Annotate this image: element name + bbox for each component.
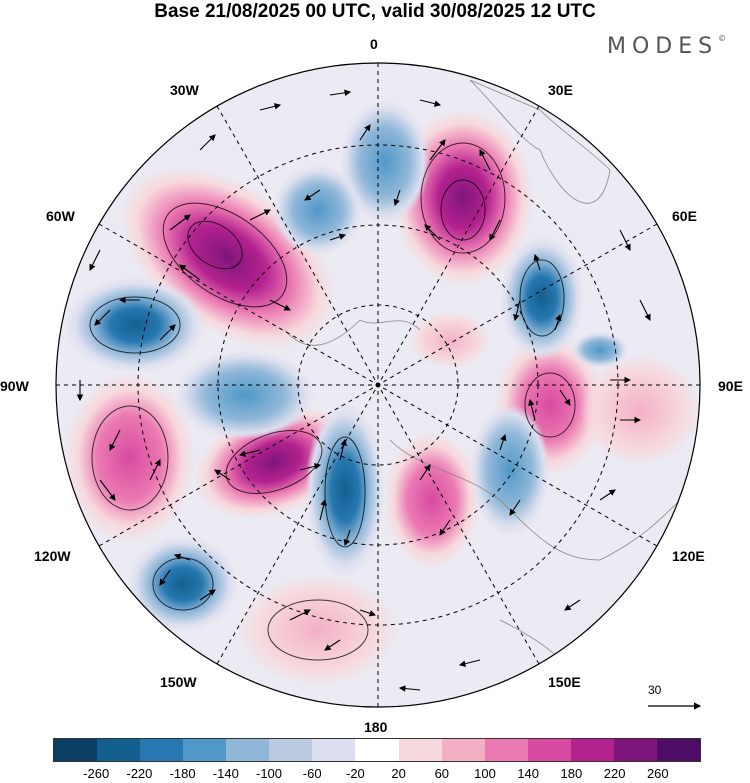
- map-title: Base 21/08/2025 00 UTC, valid 30/08/2025…: [154, 1, 596, 22]
- colorbar-tick-label: -220: [126, 766, 153, 781]
- lon-label-120e: 120E: [672, 548, 705, 564]
- colorbar-tick-label: 260: [646, 766, 669, 781]
- colorbar-swatch: [570, 739, 614, 761]
- colorbar-swatch: [269, 739, 313, 761]
- colorbar-tick-label: -260: [83, 766, 110, 781]
- lon-label-60w: 60W: [46, 208, 75, 224]
- colorbar-tick-label: 20: [391, 766, 406, 781]
- colorbar-tick-label: 220: [603, 766, 626, 781]
- colorbar-swatch: [441, 739, 485, 761]
- lon-label-30e: 30E: [548, 82, 573, 98]
- colorbar-tick-label: -60: [302, 766, 322, 781]
- pole-marker: [375, 382, 381, 388]
- lon-label-60e: 60E: [672, 208, 697, 224]
- colorbar-swatch: [613, 739, 657, 761]
- colorbar-swatch: [226, 739, 270, 761]
- lon-label-150w: 150W: [160, 674, 197, 690]
- lon-label-180: 180: [364, 719, 388, 735]
- lon-label-90w: 90W: [0, 378, 29, 394]
- lon-label-90e: 90E: [718, 378, 743, 394]
- lon-label-150e: 150E: [548, 674, 581, 690]
- colorbar-swatch: [97, 739, 141, 761]
- colorbar-tick-label: 180: [560, 766, 583, 781]
- colorbar-tick-label: -180: [169, 766, 196, 781]
- polar-map: [55, 62, 702, 710]
- colorbar-swatch: [484, 739, 528, 761]
- colorbar: [53, 738, 701, 762]
- colorbar-swatch: [355, 739, 399, 761]
- colorbar-tick-label: 60: [434, 766, 450, 781]
- colorbar-swatch: [54, 739, 98, 761]
- colorbar-tick-label: -20: [345, 766, 365, 781]
- lon-label-0: 0: [370, 36, 378, 52]
- colorbar-tick-label: 100: [474, 766, 496, 781]
- map-border: [55, 62, 701, 708]
- brand-logo: MODES©: [607, 34, 727, 59]
- colorbar-swatch: [140, 739, 184, 761]
- colorbar-tick-label: 140: [517, 766, 540, 781]
- colorbar-swatch: [527, 739, 571, 761]
- lon-label-120w: 120W: [34, 548, 71, 564]
- colorbar-swatch: [312, 739, 356, 761]
- colorbar-tick-label: -100: [255, 766, 283, 781]
- colorbar-swatch: [398, 739, 442, 761]
- colorbar-swatch: [656, 739, 700, 761]
- wind-vectors: [76, 89, 651, 692]
- wind-reference-label: 30: [648, 683, 662, 697]
- colorbar-tick-label: -140: [212, 766, 239, 781]
- colorbar-swatch: [183, 739, 227, 761]
- lon-label-30w: 30W: [170, 82, 199, 98]
